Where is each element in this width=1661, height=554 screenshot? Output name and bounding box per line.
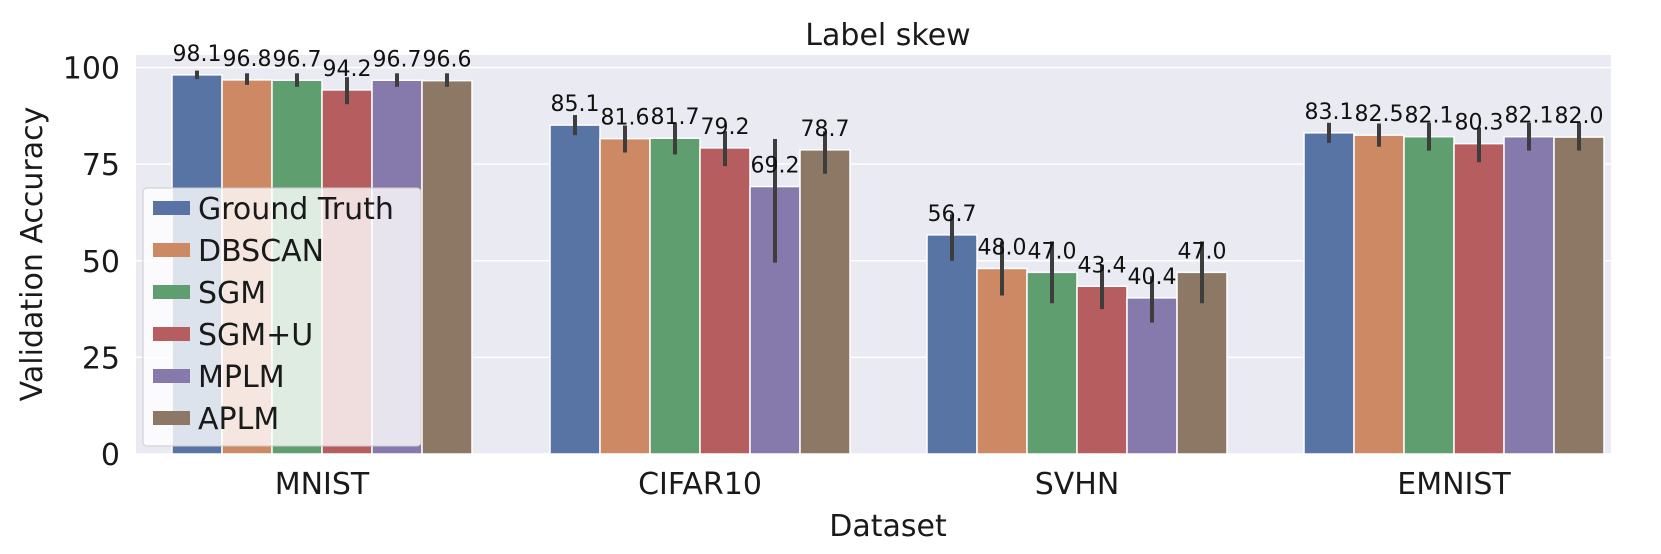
data-label: 98.1 xyxy=(173,42,222,67)
legend-label: SGM+U xyxy=(198,318,313,353)
bar-cifar10-aplm xyxy=(799,149,851,455)
bar-emnist-sgm xyxy=(1403,135,1455,455)
y-tick-label: 0 xyxy=(101,438,120,473)
data-label: 40.4 xyxy=(1128,265,1177,290)
bar-emnist-aplm xyxy=(1553,136,1605,455)
bar-cifar10-ground-truth xyxy=(549,124,601,455)
legend-swatch xyxy=(153,285,190,299)
legend-box xyxy=(142,187,422,447)
bars: 98.1 96.8 96.7 94.2 96.7 96.685.181.6 81.7 79.2… xyxy=(171,42,1605,455)
bar-svhn-sgm-u xyxy=(1076,285,1128,455)
data-label: 48.0 xyxy=(978,235,1027,260)
bar-cifar10-dbscan xyxy=(599,137,651,455)
legend-label: SGM xyxy=(198,276,266,311)
x-tick-label: MNIST xyxy=(275,467,370,502)
bar-emnist-sgm-u xyxy=(1453,142,1505,455)
bar-emnist-ground-truth xyxy=(1303,132,1355,455)
data-label: 82.5 xyxy=(1355,102,1404,127)
data-label: 82.1 xyxy=(1405,104,1454,129)
legend-swatch xyxy=(153,201,190,215)
bar-cifar10-sgm xyxy=(649,137,701,455)
data-label: 85.1 xyxy=(551,92,600,117)
legend-label: Ground Truth xyxy=(198,192,394,227)
data-label: 82.0 xyxy=(1555,104,1604,129)
data-label: 81.6 xyxy=(601,106,650,131)
data-label: 83.1 xyxy=(1305,100,1354,125)
bar-mnist-aplm xyxy=(421,79,473,455)
legend: Ground Truth DBSCAN SGM SGM+U MPLM APLM xyxy=(142,187,422,447)
x-axis-ticks: MNIST CIFAR10 SVHN EMNIST xyxy=(275,467,1512,502)
chart-title: Label skew xyxy=(805,18,970,53)
legend-label: MPLM xyxy=(198,360,285,395)
y-tick-label: 100 xyxy=(63,52,120,87)
legend-swatch xyxy=(153,243,190,257)
x-axis-label: Dataset xyxy=(829,509,947,544)
data-label: 94.2 xyxy=(323,57,372,82)
data-label: 81.7 xyxy=(651,105,700,130)
data-label: 78.7 xyxy=(801,117,850,142)
data-label: 79.2 xyxy=(701,115,750,140)
data-label: 96.6 xyxy=(423,48,472,73)
x-tick-label: SVHN xyxy=(1035,467,1120,502)
bar-cifar10-sgm-u xyxy=(699,147,751,455)
legend-label: APLM xyxy=(198,402,279,437)
bar-svhn-ground-truth xyxy=(926,234,978,455)
legend-swatch xyxy=(153,327,190,341)
x-tick-label: EMNIST xyxy=(1397,467,1511,502)
legend-swatch xyxy=(153,369,190,383)
data-label: 47.0 xyxy=(1028,239,1077,264)
bar-svhn-dbscan xyxy=(976,267,1028,455)
data-label: 56.7 xyxy=(928,202,977,227)
x-tick-label: CIFAR10 xyxy=(638,467,762,502)
data-label: 80.3 xyxy=(1455,111,1504,136)
data-label: 82.1 xyxy=(1505,104,1554,129)
y-tick-label: 50 xyxy=(82,245,120,280)
legend-label: DBSCAN xyxy=(198,234,324,269)
y-axis-label: Validation Accuracy xyxy=(15,107,50,402)
data-label: 47.0 xyxy=(1178,239,1227,264)
y-axis-ticks: 0 25 50 75 100 xyxy=(63,52,120,474)
data-label: 96.8 xyxy=(223,47,272,72)
y-tick-label: 25 xyxy=(82,341,120,376)
bar-emnist-mplm xyxy=(1503,135,1555,455)
y-tick-label: 75 xyxy=(82,148,120,183)
data-label: 43.4 xyxy=(1078,253,1127,278)
data-label: 96.7 xyxy=(373,47,422,72)
data-label: 69.2 xyxy=(751,154,800,179)
legend-swatch xyxy=(153,411,190,425)
data-label: 96.7 xyxy=(273,47,322,72)
bar-emnist-dbscan xyxy=(1353,134,1405,455)
